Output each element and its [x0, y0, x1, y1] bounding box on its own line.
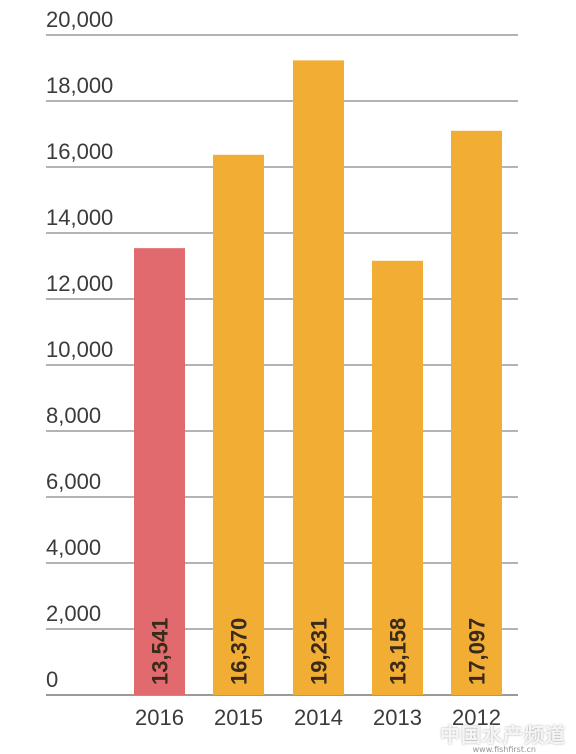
y-tick-label: 10,000 — [46, 337, 113, 362]
y-tick-label: 6,000 — [46, 469, 101, 494]
data-label-2013: 13,158 — [386, 618, 411, 685]
x-category-label: 2013 — [373, 705, 422, 730]
y-tick-label: 2,000 — [46, 601, 101, 626]
y-tick-label: 20,000 — [46, 7, 113, 32]
x-category-label: 2015 — [214, 705, 263, 730]
data-label-2014: 19,231 — [307, 618, 332, 685]
bar-2016 — [134, 248, 185, 695]
data-label-2015: 16,370 — [227, 618, 252, 685]
bar-2013 — [372, 260, 423, 695]
bar-2012 — [451, 130, 502, 695]
y-axis-ticks: 0 2,000 4,000 6,000 8,000 10,000 12,000 14,000 1… — [46, 7, 113, 692]
y-tick-label: 14,000 — [46, 205, 113, 230]
gridlines — [46, 34, 518, 696]
bars — [134, 60, 502, 696]
y-tick-label: 12,000 — [46, 271, 113, 296]
bar-2014 — [293, 60, 344, 695]
y-tick-label: 18,000 — [46, 73, 113, 98]
x-category-label: 2016 — [135, 705, 184, 730]
y-tick-label: 8,000 — [46, 403, 101, 428]
data-label-2016: 13,541 — [148, 618, 173, 685]
data-labels: 13,541 16,370 19,231 13,158 17,097 — [148, 618, 490, 685]
x-category-label: 2014 — [294, 705, 343, 730]
data-label-2012: 17,097 — [465, 618, 490, 685]
watermark-url: www.fishfirst.cn — [472, 745, 536, 754]
watermark-logo: 中国水产频道 — [440, 723, 566, 747]
x-axis-categories: 2016 2015 2014 2013 2012 — [135, 705, 501, 730]
bar-2015 — [213, 154, 264, 696]
y-tick-label: 0 — [46, 667, 58, 692]
y-tick-label: 16,000 — [46, 139, 113, 164]
y-tick-label: 4,000 — [46, 535, 101, 560]
x-category-label: 2012 — [452, 705, 501, 730]
